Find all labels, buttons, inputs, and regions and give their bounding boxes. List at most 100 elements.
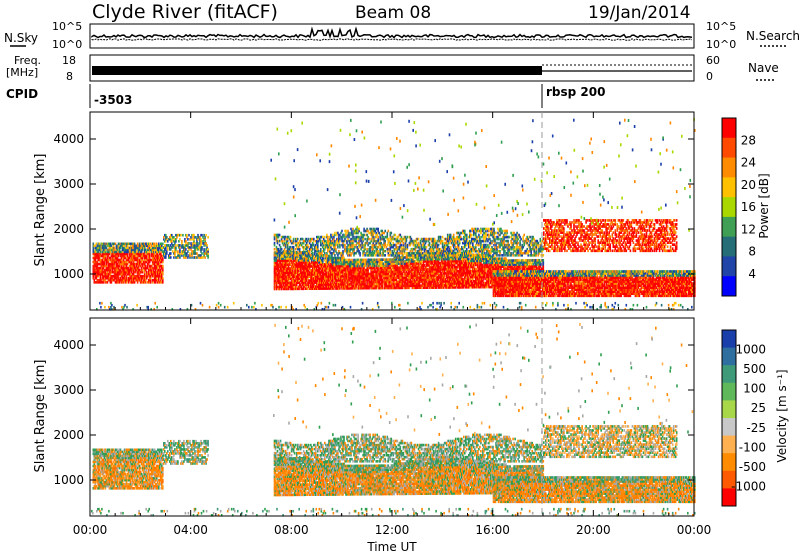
range-gate-cell (443, 278, 446, 281)
range-gate-cell (400, 258, 403, 261)
range-gate-cell (400, 272, 403, 275)
range-gate-cell (298, 287, 301, 291)
range-gate-cell (432, 253, 435, 257)
range-gate-cell (356, 268, 358, 272)
range-gate-cell (384, 276, 386, 280)
range-gate-cell (413, 260, 416, 263)
range-gate-cell (181, 246, 183, 249)
range-gate-cell (431, 274, 434, 277)
range-gate-cell (99, 274, 102, 278)
range-gate-cell (308, 265, 311, 268)
range-gate-cell (151, 254, 154, 258)
range-gate-cell (341, 266, 343, 270)
range-gate-cell (146, 244, 149, 248)
range-gate-cell (416, 266, 419, 269)
range-gate-cell (342, 283, 344, 286)
range-gate-cell (143, 254, 146, 258)
range-gate-cell (324, 275, 326, 278)
range-gate-cell (435, 268, 438, 271)
range-gate-cell (285, 281, 288, 285)
range-gate-cell (342, 262, 344, 266)
range-gate-cell (356, 270, 358, 274)
range-gate-cell (116, 258, 119, 262)
range-gate-cell (401, 282, 404, 286)
range-gate-cell (302, 275, 305, 278)
range-gate-cell (445, 284, 448, 287)
range-gate-cell (279, 279, 282, 283)
range-gate-cell (320, 279, 322, 282)
range-gate-cell (102, 252, 105, 256)
range-gate-cell (398, 266, 401, 269)
range-gate-cell (330, 264, 332, 268)
range-gate-cell (158, 281, 160, 284)
range-gate-cell (417, 268, 420, 271)
range-gate-cell (105, 281, 108, 284)
range-gate-cell (389, 262, 392, 265)
range-gate-cell (109, 242, 112, 246)
range-gate-cell (439, 255, 442, 259)
range-gate-cell (420, 254, 423, 257)
range-gate-cell (384, 270, 386, 274)
range-gate-cell (420, 260, 423, 263)
range-gate-cell (135, 258, 138, 262)
range-gate-cell (336, 285, 338, 288)
range-gate-cell (424, 276, 427, 279)
range-gate-cell (131, 276, 134, 280)
range-gate-cell (319, 283, 321, 286)
range-gate-cell (130, 276, 133, 280)
range-gate-cell (282, 285, 285, 289)
range-gate-cell (289, 273, 292, 276)
range-gate-cell (288, 267, 291, 270)
range-gate-cell (276, 285, 279, 289)
range-gate-cell (405, 254, 408, 257)
range-gate-cell (162, 250, 164, 254)
range-gate-cell (341, 287, 343, 290)
range-gate-cell (382, 270, 384, 274)
range-gate-cell (395, 260, 398, 263)
range-gate-cell (444, 282, 447, 285)
range-gate-cell (326, 281, 328, 284)
range-gate-cell (345, 258, 347, 262)
range-gate-cell (435, 249, 438, 253)
range-gate-cell (95, 272, 98, 276)
range-gate-cell (426, 260, 429, 263)
range-gate-cell (363, 266, 365, 270)
range-gate-cell (103, 246, 106, 250)
range-gate-cell (273, 283, 276, 287)
range-gate-cell (296, 263, 299, 266)
range-gate-cell (337, 258, 339, 262)
range-gate-cell (113, 254, 116, 258)
range-gate-cell (421, 278, 424, 281)
range-gate-cell (379, 264, 381, 268)
range-gate-cell (136, 246, 139, 250)
range-gate-cell (390, 284, 393, 288)
range-gate-cell (188, 246, 190, 249)
range-gate-cell (128, 246, 131, 250)
range-gate-cell (132, 258, 135, 262)
range-gate-cell (99, 260, 102, 264)
range-gate-cell (194, 250, 196, 253)
range-gate-cell (345, 285, 347, 288)
range-gate-cell (434, 286, 437, 289)
range-gate-cell (284, 279, 287, 283)
range-gate-cell (404, 264, 407, 267)
range-gate-cell (118, 262, 121, 266)
range-gate-cell (142, 260, 145, 264)
range-gate-cell (435, 255, 438, 259)
range-gate-cell (386, 280, 389, 284)
range-gate-cell (432, 284, 435, 287)
range-gate-cell (435, 286, 438, 289)
range-gate-cell (408, 268, 411, 271)
range-gate-cell (369, 276, 371, 280)
range-gate-cell (183, 256, 185, 259)
range-gate-cell (361, 274, 363, 278)
range-gate-cell (400, 262, 403, 265)
range-gate-cell (278, 273, 281, 277)
range-gate-cell (161, 254, 163, 258)
range-gate-cell (443, 263, 446, 267)
range-gate-cell (387, 260, 390, 263)
range-gate-cell (382, 258, 384, 261)
range-gate-cell (449, 282, 452, 285)
range-gate-cell (367, 258, 369, 262)
range-gate-cell (407, 276, 410, 279)
